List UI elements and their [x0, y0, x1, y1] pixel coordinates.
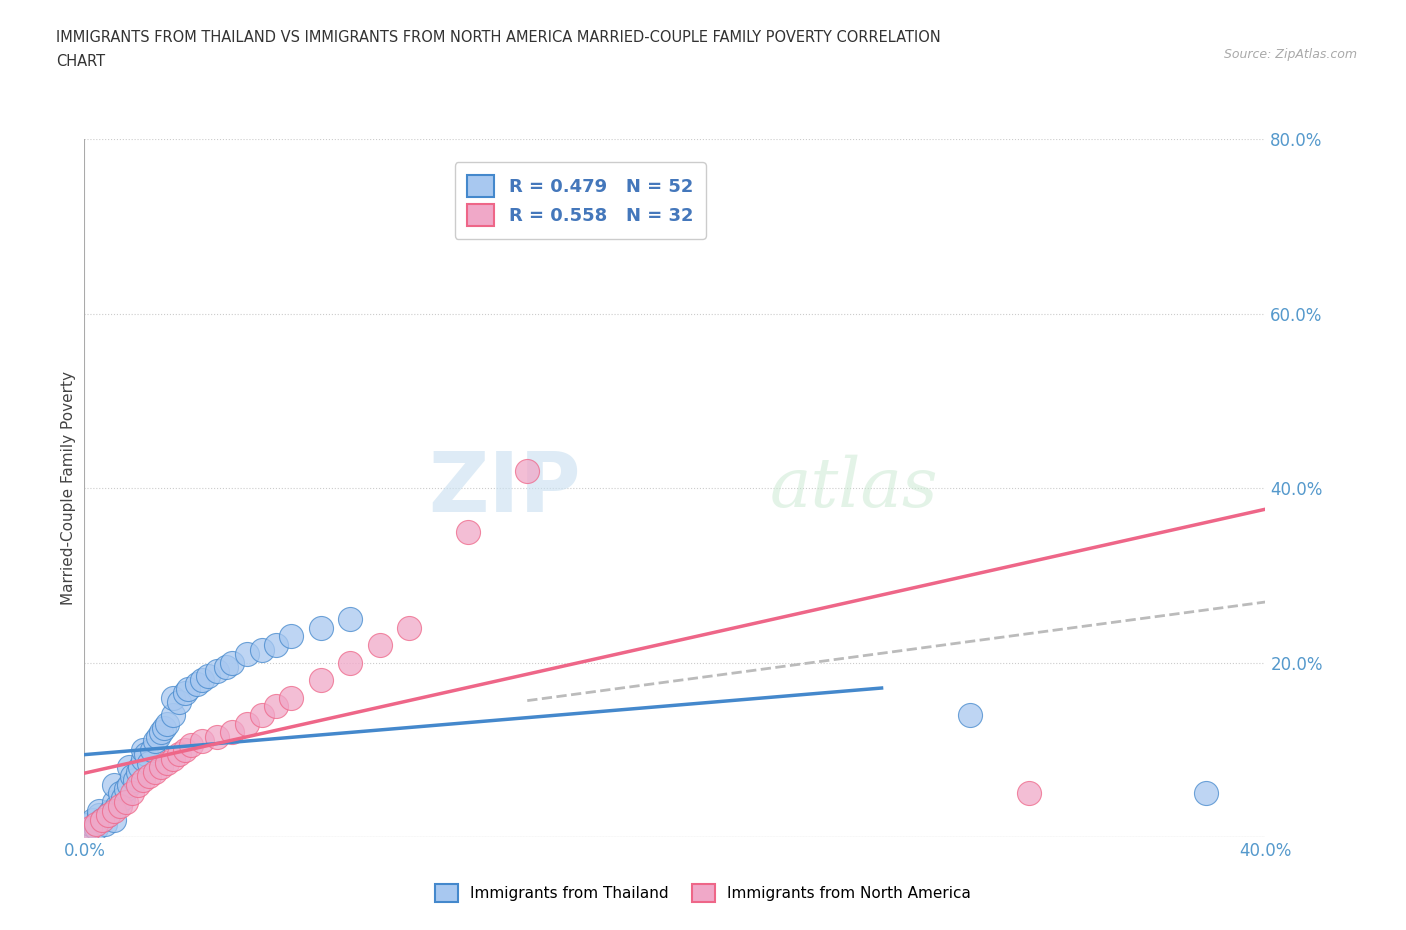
Point — [205, 664, 228, 679]
Point — [138, 768, 160, 783]
Point — [103, 794, 125, 809]
Point — [91, 812, 114, 827]
Point — [89, 804, 111, 818]
Point — [91, 812, 114, 827]
Point — [250, 642, 273, 657]
Point — [162, 751, 184, 766]
Point — [150, 760, 173, 775]
Point — [105, 799, 128, 814]
Point — [398, 620, 420, 635]
Point — [97, 808, 120, 823]
Point — [148, 729, 170, 744]
Point — [339, 656, 361, 671]
Point — [141, 742, 163, 757]
Point — [280, 690, 302, 705]
Point — [156, 755, 179, 770]
Point — [250, 708, 273, 723]
Point — [959, 708, 981, 723]
Text: IMMIGRANTS FROM THAILAND VS IMMIGRANTS FROM NORTH AMERICA MARRIED-COUPLE FAMILY : IMMIGRANTS FROM THAILAND VS IMMIGRANTS F… — [56, 30, 941, 45]
Legend: Immigrants from Thailand, Immigrants from North America: Immigrants from Thailand, Immigrants fro… — [429, 878, 977, 909]
Point — [236, 716, 259, 731]
Point — [167, 747, 190, 762]
Point — [100, 804, 122, 818]
Point — [186, 677, 208, 692]
Point — [1195, 786, 1218, 801]
Point — [132, 742, 155, 757]
Point — [1018, 786, 1040, 801]
Point — [180, 738, 202, 753]
Point — [143, 764, 166, 779]
Point — [89, 808, 111, 823]
Point — [114, 781, 136, 796]
Point — [280, 629, 302, 644]
Point — [162, 708, 184, 723]
Point — [368, 638, 391, 653]
Point — [103, 804, 125, 818]
Point — [191, 734, 214, 749]
Point — [339, 612, 361, 627]
Point — [177, 682, 200, 697]
Point — [205, 729, 228, 744]
Point — [79, 821, 101, 836]
Point — [167, 695, 190, 710]
Text: Source: ZipAtlas.com: Source: ZipAtlas.com — [1223, 48, 1357, 61]
Point — [84, 821, 107, 836]
Y-axis label: Married-Couple Family Poverty: Married-Couple Family Poverty — [60, 371, 76, 605]
Point — [135, 747, 157, 762]
Point — [103, 777, 125, 792]
Point — [108, 799, 131, 814]
Point — [221, 656, 243, 671]
Point — [127, 777, 149, 792]
Point — [264, 698, 288, 713]
Point — [309, 620, 332, 635]
Text: ZIP: ZIP — [427, 447, 581, 529]
Legend: R = 0.479   N = 52, R = 0.558   N = 32: R = 0.479 N = 52, R = 0.558 N = 32 — [454, 163, 706, 239]
Point — [118, 760, 141, 775]
Point — [121, 768, 143, 783]
Point — [121, 786, 143, 801]
Point — [138, 755, 160, 770]
Point — [132, 751, 155, 766]
Point — [114, 794, 136, 809]
Point — [132, 773, 155, 788]
Point — [173, 742, 195, 757]
Point — [457, 525, 479, 539]
Point — [197, 669, 219, 684]
Point — [153, 721, 176, 736]
Point — [162, 690, 184, 705]
Point — [191, 672, 214, 687]
Point — [76, 821, 98, 836]
Point — [129, 760, 152, 775]
Point — [309, 672, 332, 687]
Point — [118, 777, 141, 792]
Point — [108, 786, 131, 801]
Point — [143, 734, 166, 749]
Point — [124, 773, 146, 788]
Point — [156, 716, 179, 731]
Point — [97, 808, 120, 823]
Point — [173, 685, 195, 700]
Point — [82, 812, 104, 827]
Text: atlas: atlas — [769, 455, 938, 522]
Point — [84, 817, 107, 831]
Point — [516, 463, 538, 478]
Point — [79, 817, 101, 831]
Point — [127, 764, 149, 779]
Point — [150, 725, 173, 740]
Point — [94, 817, 117, 831]
Point — [236, 646, 259, 661]
Point — [111, 790, 134, 805]
Point — [215, 659, 238, 674]
Point — [264, 638, 288, 653]
Point — [221, 725, 243, 740]
Text: CHART: CHART — [56, 54, 105, 69]
Point — [103, 812, 125, 827]
